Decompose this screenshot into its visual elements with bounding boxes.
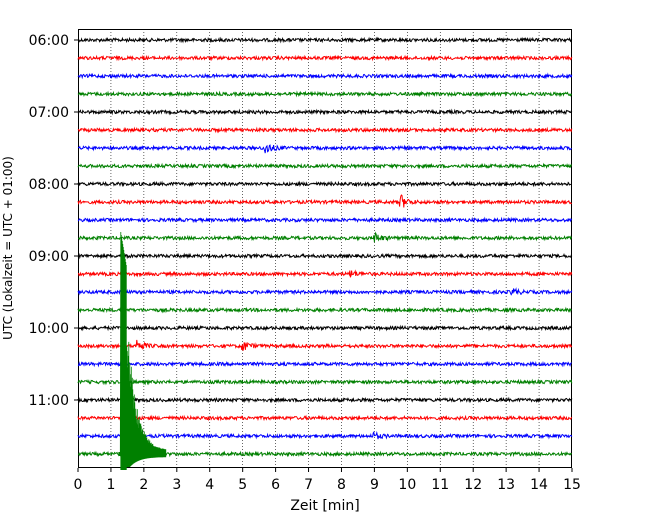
x-tick-label: 2 (139, 477, 148, 493)
x-tick-label: 6 (271, 477, 280, 493)
trace-0700 (77, 108, 573, 116)
trace-0830 (77, 216, 573, 224)
trace-0645 (77, 90, 573, 98)
plot-frame (78, 29, 572, 468)
x-axis-label: Zeit [min] (290, 498, 359, 514)
large-event-group (118, 231, 167, 471)
y-tick-label: 07:00 (29, 105, 69, 121)
trace-1015 (77, 339, 573, 351)
y-axis-label: UTC (Lokalzeit = UTC + 01:00) (1, 156, 15, 340)
x-tick-label: 5 (238, 477, 247, 493)
x-tick-label: 9 (370, 477, 379, 493)
trace-0815 (77, 194, 572, 208)
trace-0745 (77, 162, 573, 170)
x-tick-label: 15 (563, 477, 581, 493)
y-axis-ticks: 06:00 07:00 08:00 09:00 10:00 11:00 (29, 33, 78, 409)
y-tick-label: 09:00 (29, 249, 69, 265)
x-tick-label: 4 (205, 477, 214, 493)
x-tick-label: 11 (431, 477, 449, 493)
trace-0800 (77, 180, 572, 188)
trace-0915 (77, 269, 573, 278)
trace-1100 (77, 396, 573, 404)
x-axis-ticks: 0 1 2 3 4 5 6 7 8 9 10 11 12 13 14 15 (74, 468, 581, 493)
trace-0615 (77, 54, 573, 62)
y-tick-label: 10:00 (29, 321, 69, 337)
x-tick-label: 7 (304, 477, 313, 493)
x-tick-label: 8 (337, 477, 346, 493)
trace-0930 (77, 287, 573, 296)
trace-1045 (77, 378, 573, 386)
y-tick-label: 08:00 (29, 177, 69, 193)
x-tick-label: 12 (464, 477, 482, 493)
trace-0630 (77, 72, 573, 80)
x-tick-label: 1 (106, 477, 115, 493)
trace-0715 (77, 126, 573, 134)
x-tick-label: 10 (398, 477, 416, 493)
grid-lines (110, 29, 540, 468)
trace-0845 (77, 231, 572, 243)
trace-0900 (77, 252, 573, 260)
trace-1030 (77, 360, 572, 368)
x-tick-label: 0 (74, 477, 83, 493)
y-tick-label: 06:00 (29, 33, 69, 49)
trace-0600 (77, 36, 573, 44)
x-tick-label: 13 (497, 477, 515, 493)
trace-1000 (77, 324, 573, 332)
x-tick-label: 3 (172, 477, 181, 493)
trace-0730 (77, 144, 572, 154)
trace-1130 (77, 430, 573, 440)
trace-1115 (77, 414, 573, 422)
x-tick-label: 14 (530, 477, 548, 493)
large-event-waveform (118, 231, 167, 471)
traces-group (77, 36, 573, 458)
trace-0945 (77, 306, 573, 314)
y-tick-label: 11:00 (29, 393, 69, 409)
